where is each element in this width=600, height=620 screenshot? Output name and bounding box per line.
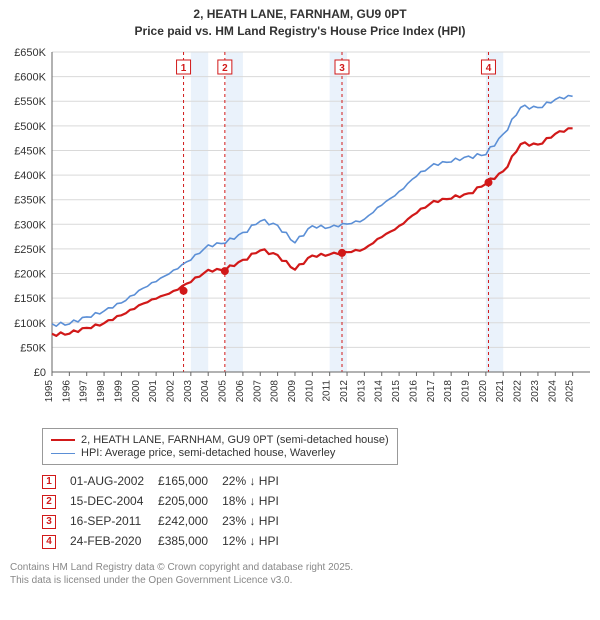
svg-text:2023: 2023 — [530, 380, 541, 403]
svg-text:£350K: £350K — [14, 195, 46, 207]
svg-text:2004: 2004 — [200, 380, 211, 403]
svg-text:£550K: £550K — [14, 96, 46, 108]
svg-text:£650K: £650K — [14, 47, 46, 59]
svg-text:2001: 2001 — [148, 380, 159, 403]
svg-text:2011: 2011 — [322, 380, 333, 402]
svg-text:2000: 2000 — [131, 380, 142, 403]
svg-text:£450K: £450K — [14, 146, 46, 158]
svg-text:£400K: £400K — [14, 170, 46, 182]
svg-text:2014: 2014 — [374, 380, 385, 403]
table-row: 4 24-FEB-2020£385,00012% ↓ HPI — [42, 531, 293, 551]
svg-text:2016: 2016 — [408, 380, 419, 403]
svg-text:2010: 2010 — [304, 380, 315, 403]
svg-text:2008: 2008 — [270, 380, 281, 403]
table-row: 2 15-DEC-2004£205,00018% ↓ HPI — [42, 491, 293, 511]
svg-text:2006: 2006 — [235, 380, 246, 403]
svg-text:1999: 1999 — [113, 380, 124, 403]
sale-date: 15-DEC-2004 — [70, 491, 158, 511]
sale-delta: 18% ↓ HPI — [222, 491, 293, 511]
svg-text:£500K: £500K — [14, 121, 46, 133]
legend-item: HPI: Average price, semi-detached house,… — [51, 447, 389, 459]
sales-table: 1 01-AUG-2002£165,00022% ↓ HPI 2 15-DEC-200… — [42, 471, 293, 551]
sale-date: 16-SEP-2011 — [70, 511, 158, 531]
svg-text:£250K: £250K — [14, 244, 46, 256]
svg-text:2003: 2003 — [183, 380, 194, 403]
legend-label: 2, HEATH LANE, FARNHAM, GU9 0PT (semi-de… — [81, 434, 389, 446]
sale-delta: 22% ↓ HPI — [222, 471, 293, 491]
svg-text:2013: 2013 — [356, 380, 367, 403]
svg-text:2009: 2009 — [287, 380, 298, 403]
legend-label: HPI: Average price, semi-detached house,… — [81, 447, 335, 459]
svg-text:2020: 2020 — [478, 380, 489, 403]
svg-text:2: 2 — [222, 63, 228, 74]
svg-text:2018: 2018 — [443, 380, 454, 403]
table-row: 1 01-AUG-2002£165,00022% ↓ HPI — [42, 471, 293, 491]
svg-text:2007: 2007 — [252, 380, 263, 403]
sale-marker: 2 — [42, 495, 56, 509]
svg-text:£100K: £100K — [14, 318, 46, 330]
sale-marker: 4 — [42, 535, 56, 549]
svg-text:£600K: £600K — [14, 72, 46, 84]
svg-text:2015: 2015 — [391, 380, 402, 403]
svg-text:2005: 2005 — [218, 380, 229, 403]
svg-text:£150K: £150K — [14, 293, 46, 305]
svg-text:£50K: £50K — [20, 343, 46, 355]
legend-item: 2, HEATH LANE, FARNHAM, GU9 0PT (semi-de… — [51, 434, 389, 446]
svg-text:2025: 2025 — [565, 380, 576, 403]
svg-text:3: 3 — [339, 63, 345, 74]
sale-marker: 3 — [42, 515, 56, 529]
svg-text:2002: 2002 — [165, 380, 176, 403]
chart-title-line2: Price paid vs. HM Land Registry's House … — [0, 24, 600, 44]
table-row: 3 16-SEP-2011£242,00023% ↓ HPI — [42, 511, 293, 531]
chart-title-line1: 2, HEATH LANE, FARNHAM, GU9 0PT — [0, 0, 600, 24]
sale-date: 24-FEB-2020 — [70, 531, 158, 551]
svg-text:2017: 2017 — [426, 380, 437, 403]
svg-text:2012: 2012 — [339, 380, 350, 403]
sale-price: £385,000 — [158, 531, 222, 551]
sale-price: £165,000 — [158, 471, 222, 491]
svg-text:2022: 2022 — [513, 380, 524, 403]
sale-price: £205,000 — [158, 491, 222, 511]
svg-text:2024: 2024 — [547, 380, 558, 403]
sale-delta: 23% ↓ HPI — [222, 511, 293, 531]
price-chart: £0 £50K £100K £150K £200K £250K £300K £350K £400… — [0, 44, 600, 424]
svg-text:1998: 1998 — [96, 380, 107, 403]
svg-text:1: 1 — [181, 63, 187, 74]
sale-delta: 12% ↓ HPI — [222, 531, 293, 551]
legend-swatch — [51, 453, 75, 454]
sale-date: 01-AUG-2002 — [70, 471, 158, 491]
legend-swatch — [51, 439, 75, 441]
sale-marker: 1 — [42, 475, 56, 489]
svg-text:£0: £0 — [34, 367, 46, 379]
footer-line2: This data is licensed under the Open Gov… — [10, 574, 590, 587]
svg-text:1996: 1996 — [61, 380, 72, 403]
svg-text:4: 4 — [486, 63, 492, 74]
footer-line1: Contains HM Land Registry data © Crown c… — [10, 561, 590, 574]
svg-text:2019: 2019 — [461, 380, 472, 403]
svg-text:£300K: £300K — [14, 219, 46, 231]
svg-text:1997: 1997 — [79, 380, 90, 403]
chart-legend: 2, HEATH LANE, FARNHAM, GU9 0PT (semi-de… — [42, 428, 398, 465]
svg-text:2021: 2021 — [495, 380, 506, 403]
svg-text:£200K: £200K — [14, 269, 46, 281]
svg-text:1995: 1995 — [44, 380, 55, 403]
sale-price: £242,000 — [158, 511, 222, 531]
